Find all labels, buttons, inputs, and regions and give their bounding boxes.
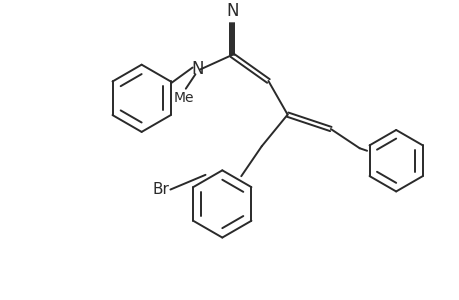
Text: Me: Me	[173, 91, 194, 105]
Text: Br: Br	[152, 182, 169, 197]
Text: N: N	[190, 61, 203, 79]
Text: N: N	[226, 2, 239, 20]
